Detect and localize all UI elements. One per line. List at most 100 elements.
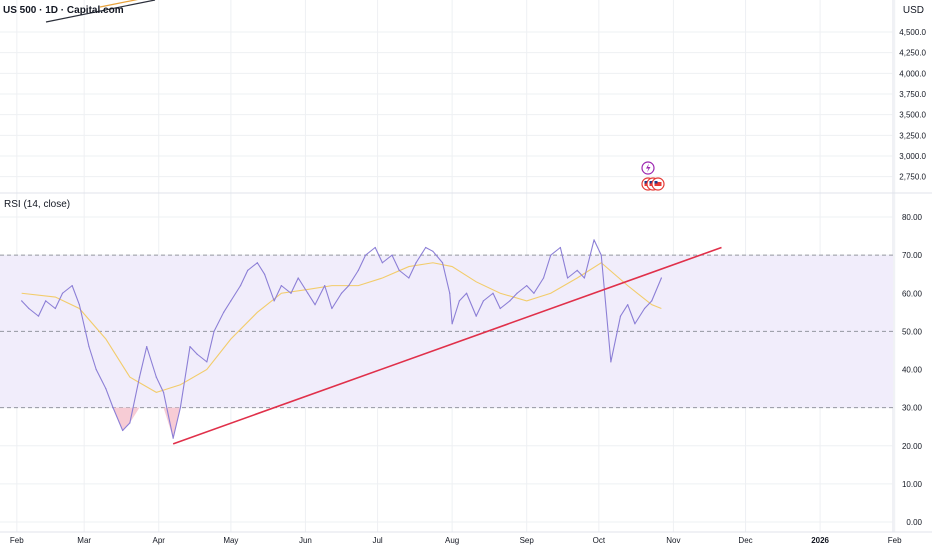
rsi-point (566, 277, 569, 279)
price-tick-label: 3,500.0 (899, 111, 926, 120)
rsi-point (263, 273, 266, 275)
rsi-oversold-fill (163, 407, 181, 439)
x-tick-label: 2026 (811, 536, 829, 545)
rsi-point (138, 376, 141, 378)
x-tick-label: Apr (153, 536, 166, 545)
rsi-point (331, 307, 333, 310)
price-tick-label: 4,000.0 (899, 69, 926, 78)
rsi-point (280, 285, 282, 287)
rsi-point (364, 254, 367, 256)
rsi-point (179, 407, 181, 409)
us-flag-canton-icon (649, 181, 653, 184)
rsi-tick-label: 10.00 (902, 480, 923, 489)
rsi-point (256, 262, 258, 264)
rsi-point (526, 285, 528, 287)
rsi-point (499, 307, 501, 310)
rsi-point (88, 346, 90, 348)
symbol-title: US 500 · 1D · Capital.com (3, 5, 124, 16)
rsi-point (533, 292, 535, 294)
rsi-point (381, 262, 383, 264)
rsi-point (475, 315, 477, 317)
rsi-point (465, 292, 468, 294)
rsi-line[interactable] (21, 239, 662, 439)
rsi-point (45, 300, 47, 302)
rsi-point (146, 346, 148, 348)
x-tick-label: Jul (372, 536, 382, 545)
us-flag-stripes-icon (654, 182, 662, 186)
rsi-point (425, 246, 427, 249)
rsi-point (651, 300, 653, 302)
rsi-point (398, 269, 400, 271)
rsi-point (223, 311, 225, 313)
currency-label: USD (902, 5, 924, 16)
rsi-point (441, 262, 444, 264)
price-trendline[interactable] (45, 0, 156, 23)
rsi-point (458, 300, 460, 302)
rsi-point (61, 292, 64, 294)
rsi-point (290, 292, 292, 294)
rsi-point (162, 391, 165, 393)
rsi-tick-label: 80.00 (902, 213, 923, 222)
rsi-point (122, 429, 124, 432)
price-tick-label: 4,500.0 (899, 28, 926, 37)
rsi-tick-label: 60.00 (902, 289, 923, 298)
rsi-point (509, 300, 511, 302)
x-tick-label: Aug (445, 536, 459, 545)
rsi-point (247, 269, 249, 271)
rsi-tick-label: 20.00 (902, 442, 923, 451)
rsi-point (593, 239, 595, 241)
rsi-point (391, 254, 393, 256)
rsi-point (482, 300, 485, 302)
rsi-point (273, 300, 275, 302)
price-tick-label: 2,750.0 (899, 173, 926, 182)
rsi-point (550, 254, 552, 256)
rsi-tick-label: 70.00 (902, 251, 923, 260)
rsi-point (112, 407, 114, 409)
us-flag-canton-icon (644, 181, 648, 184)
rsi-point (95, 368, 97, 371)
rsi-point (155, 376, 157, 378)
x-tick-label: May (223, 536, 238, 545)
rsi-point (314, 304, 316, 306)
rsi-point (357, 269, 359, 271)
rsi-point (559, 246, 561, 249)
rsi-indicator-title[interactable]: RSI (14, close) (4, 199, 71, 210)
rsi-point (54, 307, 56, 310)
price-pane[interactable] (45, 0, 665, 191)
rsi-point (307, 292, 309, 294)
rsi-point (28, 307, 30, 310)
rsi-point (105, 387, 107, 390)
rsi-point (432, 250, 434, 252)
rsi-pane[interactable] (0, 239, 893, 445)
rsi-point (415, 262, 417, 264)
rsi-point (643, 307, 646, 310)
rsi-point (297, 277, 299, 279)
x-tick-label: Oct (593, 536, 606, 545)
rsi-point (516, 292, 518, 294)
price-tick-label: 4,250.0 (899, 49, 926, 58)
rsi-point (583, 277, 586, 279)
x-tick-label: Jun (299, 536, 312, 545)
rsi-point (449, 292, 451, 294)
x-tick-label: Feb (10, 536, 24, 545)
rsi-trendline[interactable] (172, 246, 722, 445)
x-tick-label: Sep (520, 536, 535, 545)
x-tick-label: Nov (666, 536, 680, 545)
rsi-point (408, 277, 410, 279)
rsi-point (348, 285, 350, 287)
rsi-point (78, 304, 80, 306)
rsi-point (610, 361, 612, 363)
price-tick-label: 3,000.0 (899, 152, 926, 161)
price-tick-label: 3,750.0 (899, 90, 926, 99)
rsi-tick-label: 0.00 (906, 518, 922, 527)
rsi-point (172, 437, 174, 439)
rsi-point (340, 292, 343, 294)
rsi-point (600, 254, 602, 256)
rsi-point (21, 300, 23, 302)
axes: Feb Mar Apr May Jun Jul Aug Sep Oct Nov Dec 2026 Feb… (10, 28, 927, 545)
x-tick-label: Dec (738, 536, 752, 545)
rsi-point (576, 269, 578, 271)
price-trendline-accent[interactable] (99, 0, 145, 8)
